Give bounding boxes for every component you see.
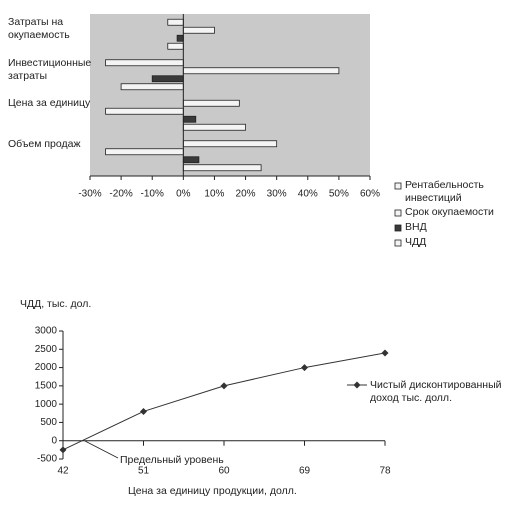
- y-axis-label: ЧДД, тыс. дол.: [20, 298, 92, 310]
- annotation-leader: [84, 440, 119, 459]
- x-tick-label: 40%: [298, 189, 318, 200]
- point: [140, 407, 147, 415]
- x-tick-label: 20%: [236, 189, 256, 200]
- y-tick-label: 3000: [35, 326, 58, 337]
- point: [381, 349, 389, 357]
- legend-label: Рентабельность инвестиций: [405, 179, 484, 204]
- category-label: Затраты на окупаемость: [8, 16, 70, 42]
- annotation: Предельный уровень: [120, 454, 224, 466]
- bar: [182, 123, 246, 131]
- legend-swatch: [394, 239, 402, 247]
- x-tick-label: 78: [379, 466, 391, 477]
- bar: [182, 99, 240, 107]
- category-label: Инвестиционные затраты: [8, 56, 92, 82]
- x-tick-label: 0%: [176, 189, 191, 200]
- x-tick-label: 60%: [360, 189, 380, 200]
- bar: [182, 164, 262, 172]
- bar: [182, 67, 340, 75]
- category-label: Цена за единицу: [8, 97, 91, 110]
- y-tick-label: 1000: [35, 399, 58, 410]
- line: [62, 352, 386, 451]
- x-tick-label: -10%: [141, 189, 164, 200]
- point: [59, 446, 67, 454]
- y-tick-label: 0: [51, 435, 57, 446]
- y-tick-label: 500: [40, 417, 57, 428]
- bar: [176, 34, 184, 42]
- x-tick-label: 42: [57, 466, 69, 477]
- x-tick-label: 51: [138, 466, 150, 477]
- legend-marker: [353, 381, 361, 389]
- x-tick-label: 60: [218, 466, 230, 477]
- x-tick-label: -30%: [78, 189, 101, 200]
- y-tick-label: -500: [37, 454, 57, 465]
- x-tick-label: 50%: [329, 189, 349, 200]
- x-tick-label: -20%: [109, 189, 132, 200]
- x-tick-label: 69: [299, 466, 311, 477]
- bar: [167, 18, 184, 26]
- point: [220, 382, 228, 390]
- legend-swatch: [394, 209, 402, 217]
- bar: [182, 115, 197, 123]
- y-tick-label: 2000: [35, 362, 58, 373]
- y-tick-label: 2500: [35, 344, 58, 355]
- bar: [120, 83, 184, 91]
- legend-swatch: [394, 224, 402, 232]
- x-tick-label: 30%: [267, 189, 287, 200]
- bar: [182, 26, 215, 34]
- bar: [182, 156, 200, 164]
- bar: [167, 42, 184, 50]
- legend-label: Срок окупаемости: [405, 206, 494, 218]
- x-axis-label: Цена за единицу продукции, долл.: [128, 485, 297, 497]
- legend-label: ВНД: [405, 221, 427, 233]
- legend-label: ЧДД: [405, 236, 427, 248]
- bar: [151, 75, 184, 83]
- legend-label: Чистый дисконтированный доход тыс. долл.: [370, 379, 502, 404]
- category-label: Объем продаж: [8, 137, 81, 150]
- legend-swatch: [394, 182, 402, 190]
- bar: [182, 140, 278, 148]
- x-tick-label: 10%: [204, 189, 224, 200]
- point: [301, 364, 308, 372]
- y-tick-label: 1500: [35, 380, 58, 391]
